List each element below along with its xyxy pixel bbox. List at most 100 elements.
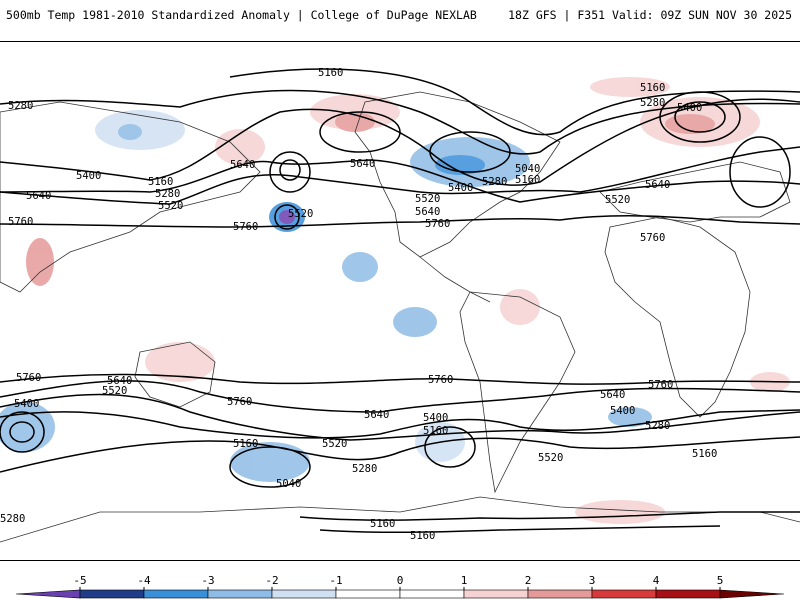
contour-label: 5760 — [425, 218, 450, 230]
title-bar: 500mb Temp 1981-2010 Standardized Anomal… — [0, 0, 800, 30]
contour-label: 5760 — [640, 232, 665, 244]
contour-5640-north — [0, 159, 800, 203]
colorbar-tick-label: -1 — [329, 574, 342, 587]
colorbar-segment — [463, 589, 529, 599]
colorbar-tick-label: 5 — [717, 574, 724, 587]
colorbar-graphic: -5 -4 -3 -2 -1 0 1 2 3 4 5 — [15, 574, 785, 599]
contour-label: 5400 — [677, 102, 702, 114]
contour-label: 5040 — [276, 478, 301, 490]
contour-label: 5640 — [26, 190, 51, 202]
contour-low-arctic — [319, 111, 401, 153]
colorbar-segment — [271, 589, 337, 599]
contour-label: 5640 — [415, 206, 440, 218]
colorbar-segment — [655, 589, 721, 599]
contour-label: 5760 — [8, 216, 33, 228]
contour-label: 5160 — [692, 448, 717, 460]
colorbar-tick-label: -4 — [137, 574, 151, 587]
contour-5160-south-2 — [319, 525, 721, 534]
contour-label: 5400 — [423, 412, 448, 424]
contour-label: 5400 — [448, 182, 473, 194]
contour-label: 5640 — [107, 375, 132, 387]
anomaly-warm-north-atlantic — [590, 77, 670, 97]
contour-label: 5160 — [148, 176, 173, 188]
contour-low-southeast-pacific — [424, 426, 476, 468]
contour-label: 5640 — [364, 409, 389, 421]
anomaly-warm-australia — [145, 342, 215, 382]
contour-label: 5760 — [428, 374, 453, 386]
contour-label: 5760 — [227, 396, 252, 408]
contour-5280-north — [0, 89, 800, 155]
contour-low-siberia-inner — [279, 159, 301, 181]
colorbar-tick-label: 4 — [653, 574, 660, 587]
anomaly-warm-asia — [26, 238, 54, 286]
colorbar-tick-label: 3 — [589, 574, 596, 587]
coastline-africa — [604, 216, 751, 418]
anomaly-warm-siberia — [215, 129, 265, 165]
contour-5760-south — [0, 373, 800, 385]
colorbar-tick-label: 2 — [525, 574, 532, 587]
colorbar-segment — [719, 589, 785, 599]
colorbar-tick-label: -3 — [201, 574, 214, 587]
anomaly-cold-canada-core — [435, 155, 485, 175]
coastline-south-america — [459, 291, 576, 494]
anomaly-warm-south-america — [500, 289, 540, 325]
contour-label: 5520 — [288, 208, 313, 220]
anomaly-cold-south-atlantic — [608, 407, 652, 427]
contour-label: 5400 — [76, 170, 101, 182]
anomaly-warm-southern-ocean — [575, 500, 665, 524]
contour-low-canada — [429, 131, 511, 173]
contour-label: 5400 — [610, 405, 635, 417]
colorbar-segment — [79, 589, 145, 599]
contour-5160-south — [299, 511, 800, 521]
contour-label: 5640 — [350, 158, 375, 170]
contour-low-south-indian-inner — [9, 421, 35, 443]
contour-label: 5040 — [515, 163, 540, 175]
contour-low-south-indian — [0, 411, 45, 453]
anomaly-cold-southern-pacific — [230, 442, 310, 482]
colorbar-segment — [335, 589, 401, 599]
anomaly-cold-equatorial-pacific — [393, 307, 437, 337]
contour-label: 5280 — [352, 463, 377, 475]
contour-labels: 5160 5280 5400 5160 5280 5520 5640 5760 … — [0, 67, 717, 542]
coastline-central-america — [419, 256, 491, 303]
colorbar-segment — [399, 589, 465, 599]
anomaly-warm-europe-core — [665, 114, 715, 134]
colorbar-segment — [15, 589, 81, 599]
contour-label: 5280 — [0, 513, 25, 525]
colorbar-tick-label: 1 — [461, 574, 468, 587]
coastline-north-america — [354, 91, 561, 258]
colorbar: -5 -4 -3 -2 -1 0 1 2 3 4 5 — [0, 570, 800, 600]
contour-label: 5520 — [415, 193, 440, 205]
contour-low-southern-pacific — [229, 446, 311, 488]
anomaly-cold-alaska-core — [118, 124, 142, 140]
anomaly-shading — [0, 77, 790, 524]
contour-label: 5640 — [645, 179, 670, 191]
contour-5520-south — [0, 393, 800, 441]
coastline-europe — [599, 161, 791, 223]
colorbar-tick-label: -5 — [73, 574, 86, 587]
contour-label: 5280 — [640, 97, 665, 109]
contour-low-siberia — [269, 151, 311, 193]
contour-low-pacific — [274, 204, 300, 230]
contour-5640-south — [0, 380, 800, 413]
contour-5400-north — [0, 98, 800, 186]
contour-label: 5520 — [605, 194, 630, 206]
contour-label: 5160 — [640, 82, 665, 94]
contour-5400-south — [0, 409, 800, 439]
contour-label: 5760 — [233, 221, 258, 233]
contour-label: 5160 — [410, 530, 435, 542]
contour-label: 5280 — [155, 188, 180, 200]
coastline-asia — [0, 101, 261, 293]
contour-label: 5640 — [230, 159, 255, 171]
contour-label: 5760 — [16, 372, 41, 384]
contour-label: 5520 — [538, 452, 563, 464]
anomaly-cold-pacific-low-core — [279, 210, 295, 224]
contour-5160-north — [229, 68, 800, 136]
contour-5760-north — [0, 215, 800, 228]
contour-label: 5520 — [158, 200, 183, 212]
contour-label: 5520 — [102, 385, 127, 397]
contour-label: 5520 — [322, 438, 347, 450]
anomaly-cold-central-pacific — [342, 252, 378, 282]
colorbar-tick-label: 0 — [397, 574, 404, 587]
contour-label: 5280 — [645, 420, 670, 432]
